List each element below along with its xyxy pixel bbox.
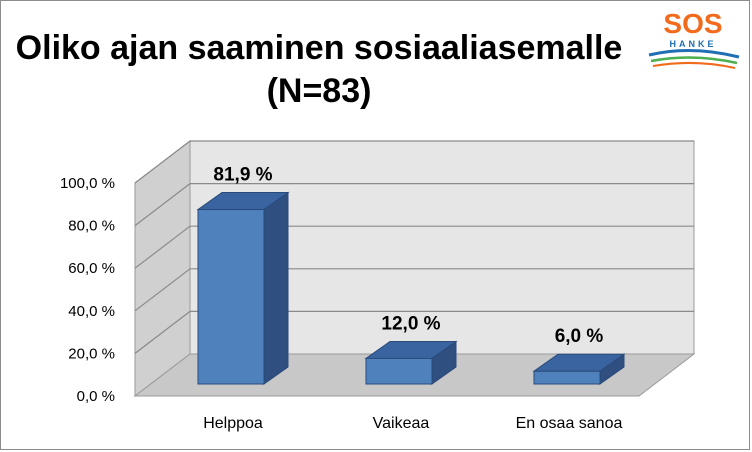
logo-main-text: SOS (663, 8, 722, 39)
category-labels: Helppoa Vaikeaa En osaa sanoa (203, 415, 622, 432)
bar (532, 353, 626, 385)
sos-hanke-logo: SOS HANKE (648, 8, 740, 69)
data-label: 12,0 % (381, 313, 440, 334)
logo-wave-orange-icon (652, 61, 736, 69)
gridline (134, 268, 694, 312)
chart-title-line1: Oliko ajan saaminen sosiaaliasemalle (16, 29, 623, 67)
gridline (134, 140, 694, 184)
data-label: 81,9 % (213, 165, 272, 186)
y-tick-label: 100,0 % (60, 175, 115, 192)
chart-side-wall (134, 139, 191, 398)
category-label: Helppoa (203, 415, 263, 432)
y-tick-label: 20,0 % (68, 345, 115, 362)
bar-front (197, 209, 265, 385)
logo-wave-green-icon (650, 56, 738, 65)
bar (196, 191, 290, 385)
bar-front (365, 357, 433, 385)
bar (364, 340, 458, 385)
data-label: 6,0 % (555, 326, 604, 347)
y-tick-label: 40,0 % (68, 303, 115, 320)
bar-front (533, 370, 601, 385)
gridline (134, 310, 694, 354)
category-label: Vaikeaa (373, 415, 430, 432)
data-labels: 81,9 % 12,0 % 6,0 % (213, 165, 603, 348)
y-tick-label: 80,0 % (68, 218, 115, 235)
y-tick-label: 60,0 % (68, 260, 115, 277)
y-axis-ticks: 0,0 % 20,0 % 40,0 % 60,0 % 80,0 % 100,0 % (60, 175, 115, 405)
logo-sub-text: HANKE (669, 39, 716, 49)
gridline (134, 183, 694, 227)
y-tick-label: 0,0 % (77, 388, 115, 405)
category-label: En osaa sanoa (516, 415, 623, 432)
gridline (134, 225, 694, 269)
gridlines (134, 140, 694, 354)
bar-side (263, 191, 289, 385)
logo-wave-blue-icon (648, 49, 740, 59)
bars-group (196, 191, 626, 385)
chart-title-line2: (N=83) (267, 72, 372, 110)
